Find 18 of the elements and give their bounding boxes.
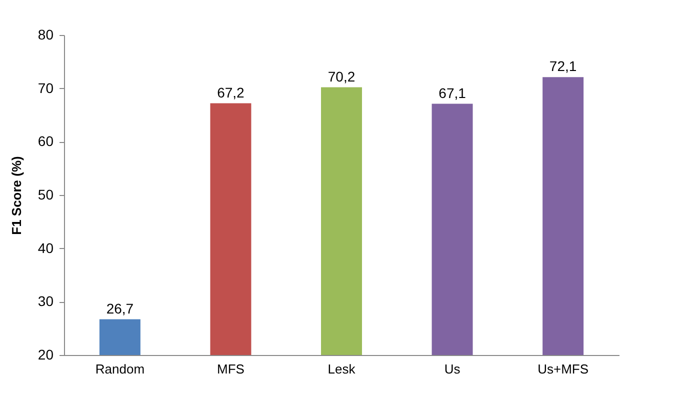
y-tick-label: 60 <box>38 133 54 150</box>
data-label: 70,2 <box>328 68 356 84</box>
y-tick-label: 80 <box>38 26 54 42</box>
data-label: 67,1 <box>438 84 466 101</box>
x-tick-label: Random <box>95 362 145 376</box>
y-tick-label: 20 <box>38 346 54 362</box>
data-label: 26,7 <box>106 300 134 316</box>
y-tick-label: 30 <box>38 293 54 310</box>
y-axis-title: F1 Score (%) <box>8 156 24 235</box>
data-label: 67,2 <box>217 84 245 100</box>
y-tick-label: 40 <box>38 240 54 256</box>
y-tick-label: 70 <box>38 80 54 96</box>
x-tick-label: Lesk <box>328 362 356 376</box>
y-tick-label: 50 <box>38 186 54 202</box>
data-label: 72,1 <box>549 58 577 74</box>
x-tick-label: Us+MFS <box>538 362 589 376</box>
x-tick-label: Us <box>444 362 461 376</box>
x-tick-label: MFS <box>216 362 245 376</box>
